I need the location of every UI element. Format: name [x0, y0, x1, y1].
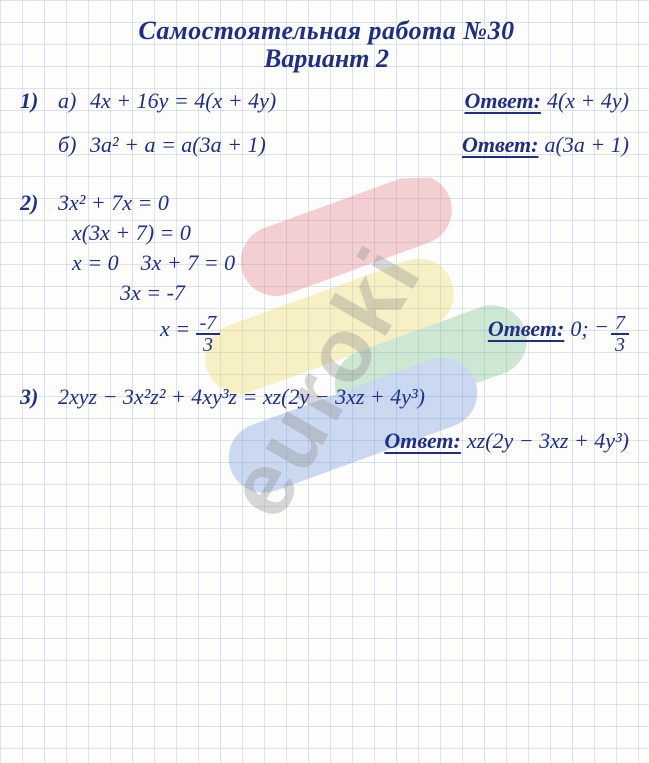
page-content: Самостоятельная работа №30 Вариант 2 1) …	[0, 0, 649, 478]
problem-1b-expression: 3a² + a = a(3a + 1)	[90, 132, 266, 158]
problem-2-step-3: 3x = -7	[120, 280, 185, 306]
problem-3-answer-value: xz(2y − 3xz + 4y³)	[467, 428, 629, 454]
fraction-denominator: 3	[199, 335, 217, 355]
problem-3-number: 3)	[20, 384, 48, 410]
problem-1b-label: б)	[58, 132, 80, 158]
problem-2-step-2: x = 0 3x + 7 = 0	[72, 250, 235, 276]
problem-1a-answer-value: 4(x + 4y)	[547, 88, 629, 114]
page-title: Самостоятельная работа №30	[20, 16, 633, 46]
fraction-denominator: 3	[611, 335, 629, 355]
problem-2-step: x(3x + 7) = 0	[20, 220, 633, 246]
problem-2-final-lhs: x =	[160, 316, 190, 341]
answer-label: Ответ:	[464, 88, 540, 114]
problem-3-answer-row: Ответ: xz(2y − 3xz + 4y³)	[20, 428, 633, 454]
problem-2-step-1: x(3x + 7) = 0	[72, 220, 191, 246]
problem-1b-row: б) 3a² + a = a(3a + 1) Ответ: a(3a + 1)	[20, 132, 633, 158]
problem-2-answer-zero: 0;	[570, 316, 588, 341]
fraction-numerator: 7	[611, 313, 629, 335]
problem-2-number: 2)	[20, 190, 48, 216]
answer-label: Ответ:	[488, 316, 564, 342]
problem-1-number: 1)	[20, 88, 48, 114]
answer-label: Ответ:	[462, 132, 538, 158]
fraction: -7 3	[196, 313, 221, 355]
problem-1a-answer: Ответ: 4(x + 4y)	[464, 88, 633, 114]
minus-sign: −	[594, 314, 609, 340]
problem-1b-answer: Ответ: a(3a + 1)	[462, 132, 633, 158]
problem-3-answer: Ответ: xz(2y − 3xz + 4y³)	[384, 428, 633, 454]
problem-1a-row: 1) a) 4x + 16y = 4(x + 4y) Ответ: 4(x + …	[20, 88, 633, 114]
problem-2-row: 2) 3x² + 7x = 0	[20, 190, 633, 216]
problem-1a-expression: 4x + 16y = 4(x + 4y)	[90, 88, 276, 114]
problem-2-step: 3x = -7	[20, 280, 633, 306]
problem-1b-answer-value: a(3a + 1)	[545, 132, 630, 158]
problem-3-row: 3) 2xyz − 3x²z² + 4xy³z = xz(2y − 3xz + …	[20, 384, 633, 410]
problem-2-answer-value: 0; − 7 3	[570, 310, 629, 352]
answer-label: Ответ:	[384, 428, 460, 454]
problem-2-final-row: x = -7 3 Ответ: 0; − 7 3	[20, 310, 633, 352]
problem-1a-label: a)	[58, 88, 80, 114]
problem-2-final: x = -7 3	[20, 310, 220, 352]
problem-2-step-0: 3x² + 7x = 0	[58, 190, 169, 216]
fraction: 7 3	[611, 313, 629, 355]
page-variant: Вариант 2	[20, 44, 633, 74]
problem-2-answer: Ответ: 0; − 7 3	[488, 310, 633, 352]
problem-2-step: x = 0 3x + 7 = 0	[20, 250, 633, 276]
fraction-numerator: -7	[196, 313, 221, 335]
problem-3-expression: 2xyz − 3x²z² + 4xy³z = xz(2y − 3xz + 4y³…	[58, 384, 425, 410]
